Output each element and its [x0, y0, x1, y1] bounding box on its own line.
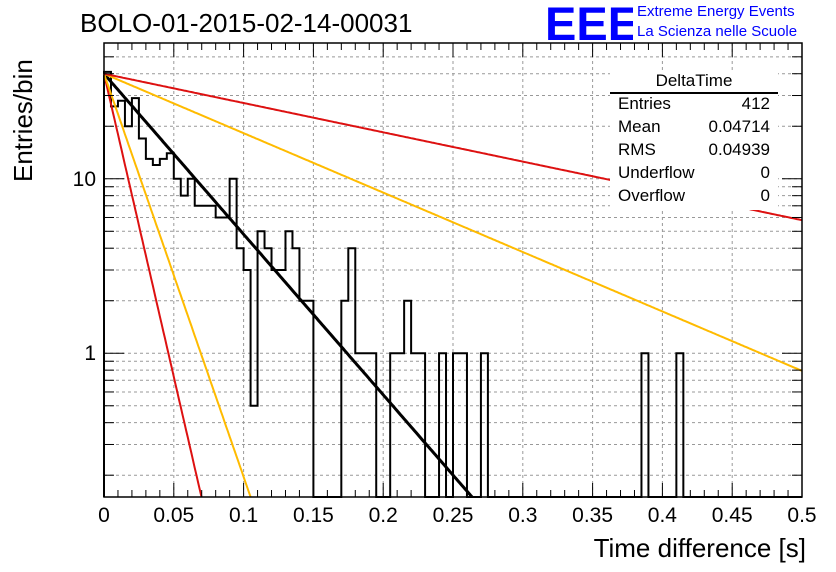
stats-row-underflow: Underflow 0 — [618, 163, 770, 185]
x-tick-label: 0.1 — [229, 504, 258, 527]
x-tick-label: 0.2 — [369, 504, 398, 527]
stats-row-entries: Entries 412 — [618, 94, 770, 116]
x-tick-label: 0 — [98, 504, 110, 527]
x-tick-label: 0.35 — [572, 504, 613, 527]
stats-title: DeltaTime — [610, 71, 778, 94]
axis-ticks — [103, 42, 803, 497]
stats-value: 412 — [741, 94, 770, 113]
x-axis-label: Time difference [s] — [593, 533, 806, 563]
x-tick-label: 0.45 — [712, 504, 753, 527]
fit-curve-2 — [103, 73, 252, 498]
axis-tick-labels: 0 0.05 0.1 0.15 0.2 0.25 0.3 0.35 0.4 0.45 0.5 1 10 — [73, 168, 817, 527]
logo-line-1: Extreme Energy Events — [637, 3, 795, 20]
eee-logo-mark: EEE — [545, 0, 633, 44]
stats-key: RMS — [618, 140, 656, 159]
logo-line-2: La Scienza nelle Scuole — [637, 23, 798, 40]
x-tick-label: 0.05 — [153, 504, 194, 527]
x-tick-label: 0.3 — [508, 504, 537, 527]
y-axis-label: Entries/bin — [8, 59, 38, 182]
y-tick-label: 1 — [84, 342, 96, 365]
stats-row-mean: Mean 0.04714 — [618, 117, 770, 139]
stats-key: Underflow — [618, 163, 695, 182]
x-tick-label: 0.15 — [293, 504, 334, 527]
stats-key: Entries — [618, 94, 671, 113]
x-tick-label: 0.25 — [433, 504, 474, 527]
eee-logo: EEE — [545, 0, 633, 44]
stats-value: 0.04714 — [708, 117, 770, 136]
fit-curve-3 — [103, 72, 803, 372]
fit-curve-0 — [102, 72, 474, 499]
stats-key: Overflow — [618, 186, 686, 205]
fit-curve-1 — [103, 73, 203, 498]
stats-value: 0.04939 — [708, 140, 770, 159]
stats-row-rms: RMS 0.04939 — [618, 140, 770, 162]
stats-box: DeltaTime Entries 412 Mean 0.04714 RMS 0… — [610, 70, 778, 210]
x-tick-label: 0.5 — [787, 504, 816, 527]
stats-row-overflow: Overflow 0 — [618, 186, 770, 208]
run-title: BOLO-01-2015-02-14-00031 — [80, 8, 413, 38]
stats-value: 0 — [760, 186, 770, 205]
stats-value: 0 — [760, 163, 770, 182]
y-tick-label: 10 — [73, 168, 96, 191]
x-tick-label: 0.4 — [648, 504, 678, 527]
stats-key: Mean — [618, 117, 661, 136]
